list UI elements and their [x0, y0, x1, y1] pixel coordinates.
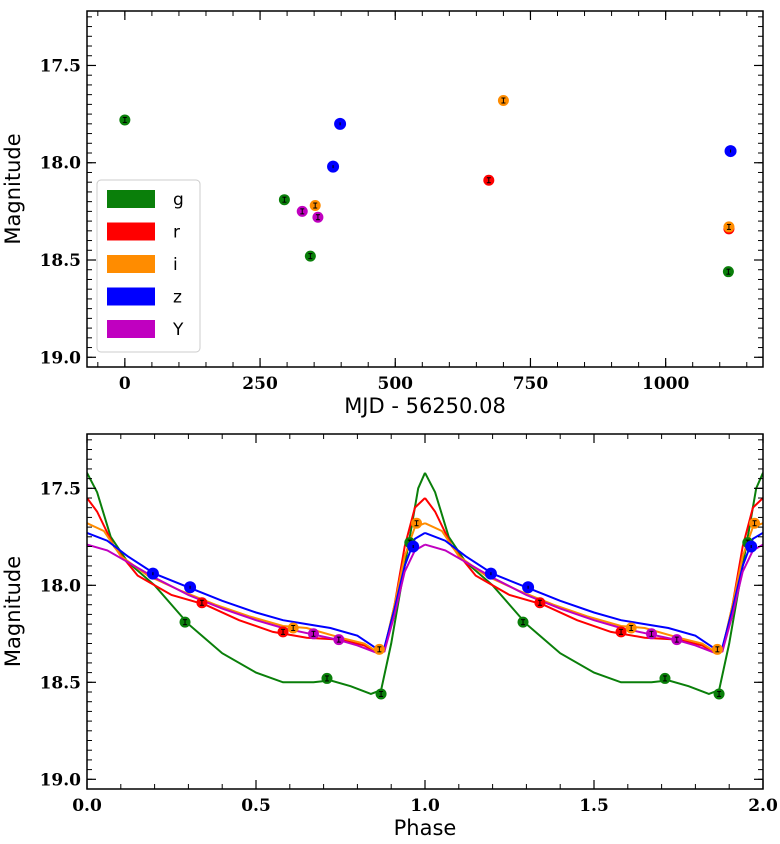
- series-z-curve: [87, 531, 426, 651]
- series-r-curve-repeat: [424, 497, 763, 655]
- legend-swatch-i: [107, 255, 155, 273]
- legend-label-Y: Y: [172, 320, 184, 340]
- x-tick-label: 0.0: [72, 796, 102, 816]
- y-tick-label: 17.5: [40, 56, 81, 76]
- y-tick-label: 18.5: [40, 251, 81, 271]
- y-tick-label: 19.0: [40, 770, 82, 790]
- series-g-curve-repeat: [424, 472, 763, 695]
- x-tick-label: 750: [513, 374, 549, 394]
- y-tick-label: 19.0: [40, 348, 82, 368]
- x-tick-label: 2.0: [748, 796, 778, 816]
- legend-label-i: i: [173, 255, 178, 275]
- x-axis-label: MJD - 56250.08: [344, 394, 506, 418]
- series-Y-curve: [87, 543, 426, 655]
- y-tick-label: 18.5: [40, 673, 81, 693]
- series-i-curve: [87, 522, 426, 655]
- x-tick-label: 1.5: [579, 796, 609, 816]
- legend-swatch-r: [107, 222, 155, 241]
- y-tick-label: 17.5: [40, 479, 81, 499]
- y-axis-label: Magnitude: [1, 133, 25, 244]
- series-r-curve: [87, 497, 426, 655]
- x-tick-label: 0.5: [241, 796, 271, 816]
- panel-bottom-phase: 0.0 0.5 1.0 1.5 2.0 17.5 18.0 18.5 19.0 Phase Magn…: [1, 433, 778, 840]
- x-tick-label: 250: [242, 374, 278, 394]
- x-tick-label: 1000: [642, 374, 689, 394]
- x-axis-label: Phase: [394, 816, 457, 840]
- series-i-curve-repeat: [424, 522, 763, 655]
- x-tick-label: 1.0: [410, 796, 440, 816]
- legend-label-g: g: [173, 190, 184, 210]
- y-tick-label: 18.0: [40, 154, 82, 174]
- x-tick-label: 500: [378, 374, 414, 394]
- legend-swatch-z: [107, 287, 155, 306]
- legend-label-r: r: [173, 223, 180, 243]
- series-z-curve-repeat: [424, 531, 763, 651]
- plot-frame: [86, 433, 764, 790]
- legend-label-z: z: [173, 288, 182, 308]
- plot-frame: [86, 10, 764, 368]
- y-tick-label: 18.0: [40, 576, 82, 596]
- series-g-curve: [87, 472, 426, 695]
- legend-swatch-g: [107, 190, 155, 208]
- series-Y-curve-repeat: [424, 543, 763, 655]
- legend-swatch-Y: [107, 320, 155, 338]
- y-axis-label: Magnitude: [1, 556, 25, 667]
- x-tick-label: 0: [119, 374, 131, 394]
- panel-top-mjd: 0 250 500 750 1000 17.5 18.0 18.5 19.0 MJD - 5625…: [1, 10, 764, 418]
